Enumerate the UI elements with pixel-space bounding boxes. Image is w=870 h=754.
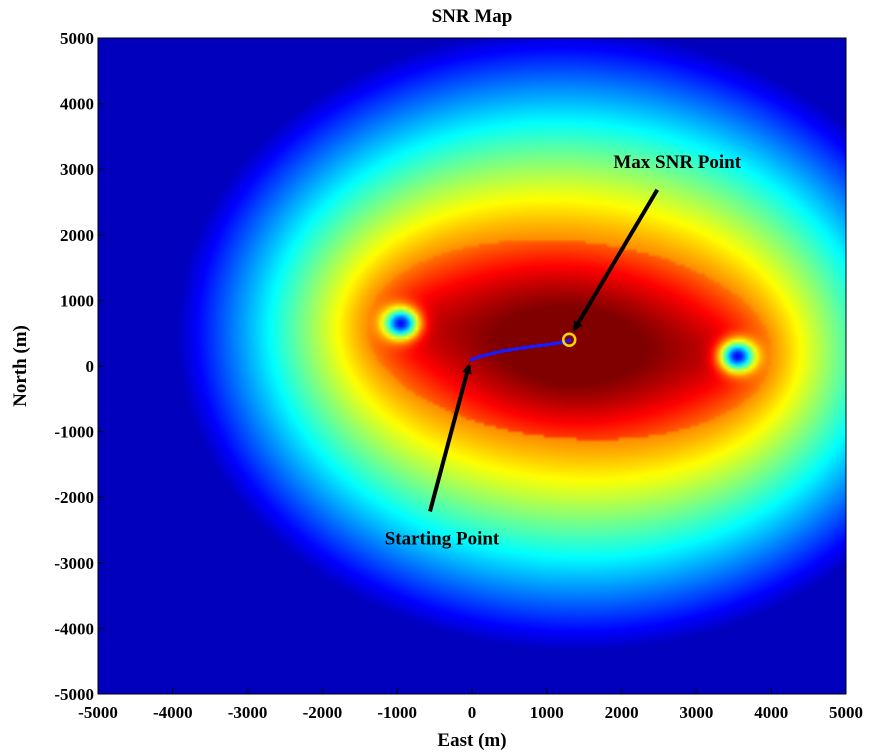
x-tick-label: 4000 [754, 703, 788, 722]
x-tick-label: 2000 [605, 703, 639, 722]
y-axis-label: North (m) [10, 325, 31, 407]
trajectory-point [529, 344, 535, 349]
x-tick-label: -3000 [228, 703, 268, 722]
trajectory-point [567, 338, 572, 343]
y-tick-label: -2000 [54, 488, 94, 507]
y-tick-label: -1000 [54, 423, 94, 442]
max-snr-label: Max SNR Point [613, 152, 741, 173]
x-tick-label: -2000 [303, 703, 343, 722]
starting-point-label: Starting Point [385, 528, 500, 549]
max-snr-point-marker [561, 332, 577, 348]
trajectory-point [507, 347, 512, 353]
x-tick-label: 0 [468, 703, 477, 722]
trajectory-point [544, 342, 549, 347]
x-axis-label: East (m) [437, 730, 506, 751]
trajectory-point [522, 345, 527, 350]
y-tick-label: 5000 [60, 29, 94, 48]
y-tick-label: 4000 [60, 95, 94, 114]
y-tick-label: -4000 [54, 619, 94, 638]
x-tick-label: -5000 [78, 703, 118, 722]
chart-title: SNR Map [432, 6, 513, 27]
trajectory-point [469, 357, 475, 362]
y-axis-ticks: -5000 -4000 -3000 -2000 -1000 0 1000 2000 3000 40… [54, 29, 104, 704]
y-tick-label: 2000 [60, 226, 94, 245]
trajectory-point [514, 346, 520, 352]
snr-heatmap [98, 38, 846, 694]
x-tick-label: -1000 [377, 703, 417, 722]
max-snr-arrow [572, 188, 659, 332]
trajectory-point [484, 352, 490, 358]
trajectory-point [477, 354, 482, 360]
x-tick-label: 5000 [829, 703, 863, 722]
trajectory-point [499, 349, 505, 354]
trajectory-point [492, 350, 497, 356]
y-tick-label: 3000 [60, 160, 94, 179]
y-tick-label: -3000 [54, 554, 94, 573]
y-tick-label: -5000 [54, 685, 94, 704]
x-axis-ticks: -5000 -4000 -3000 -2000 -1000 0 1000 2000 3000 40… [78, 688, 863, 722]
trajectory-point [552, 341, 557, 346]
plot-area [98, 38, 846, 694]
x-tick-label: -4000 [153, 703, 193, 722]
x-tick-label: 3000 [679, 703, 713, 722]
starting-point-arrow [428, 363, 472, 512]
y-tick-label: 1000 [60, 291, 94, 310]
x-tick-label: 1000 [530, 703, 564, 722]
trajectory-point [537, 343, 542, 348]
y-tick-label: 0 [86, 357, 95, 376]
